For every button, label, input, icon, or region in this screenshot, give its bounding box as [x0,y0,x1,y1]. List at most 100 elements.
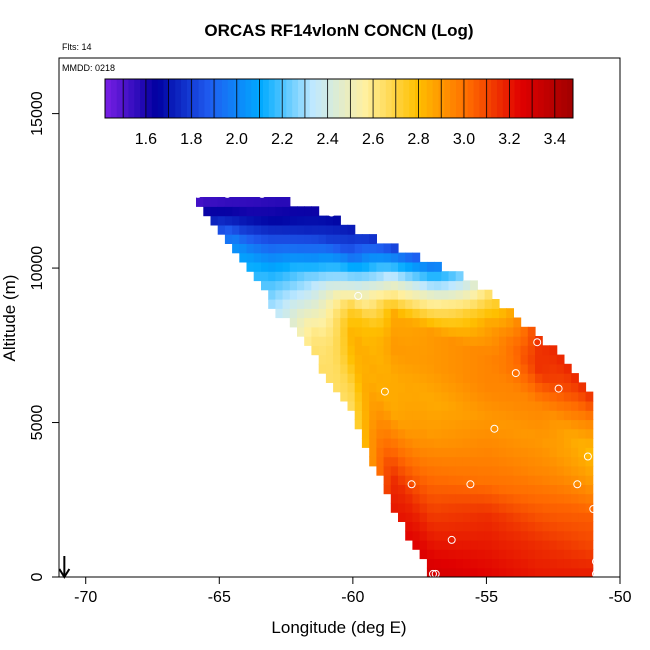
heatmap-cell [491,456,500,467]
heatmap-cell [398,326,406,337]
heatmap-cell [585,539,594,550]
heatmap-cell [311,224,320,235]
heatmap-cell [318,215,327,226]
heatmap-cell [520,447,529,458]
heatmap-cell [549,558,558,569]
heatmap-cell [383,252,392,263]
heatmap-cell [484,539,493,550]
heatmap-cell [390,502,399,513]
heatmap-cell [563,558,572,569]
heatmap-cell [462,419,471,430]
heatmap-cell [369,382,377,393]
heatmap-cell [506,493,514,504]
heatmap-cell [520,558,529,569]
heatmap-cell [455,428,464,439]
x-tick-label: -50 [608,589,631,606]
colorbar-frame [104,78,574,119]
heatmap-cell [369,363,377,374]
heatmap-cell [484,502,493,513]
heatmap-cell [448,447,457,458]
colorbar-segment [403,79,410,118]
heatmap-cell [246,224,255,235]
heatmap-cell [253,261,262,272]
heatmap-cell [275,252,284,263]
heatmap-cell [412,465,421,476]
colorbar-segment [286,79,293,118]
heatmap-cell [462,289,471,300]
heatmap-cell [506,336,514,346]
heatmap-cell [470,447,478,458]
heatmap-cell [376,428,385,439]
heatmap-cell [405,308,413,319]
heatmap-cell [556,493,565,504]
heatmap-cell [311,261,320,272]
heatmap-cell [405,400,413,411]
heatmap-cell [513,539,522,550]
heatmap-cell [434,475,442,485]
heatmap-cell [477,567,486,577]
heatmap-cell [520,502,529,513]
heatmap-cell [441,280,450,291]
heatmap-cell [419,484,428,495]
heatmap-cell [484,438,493,448]
heatmap-cell [398,363,406,374]
heatmap-cell [441,345,450,356]
colorbar-segment [268,79,276,118]
heatmap-cell [311,299,320,309]
heatmap-cell [297,299,305,309]
heatmap-cell [405,484,413,495]
heatmap-cell [347,234,356,244]
heatmap-cell [527,567,536,577]
heatmap-cell [333,234,341,244]
heatmap-cell [419,400,428,411]
heatmap-cell [261,197,269,207]
colorbar-tick-label: 3.2 [498,131,520,148]
heatmap-cell [578,484,587,495]
heatmap-cell [239,224,248,235]
sample-point [583,452,592,461]
heatmap-cell [383,447,392,458]
heatmap-cell [455,502,464,513]
heatmap-cell [340,289,349,300]
heatmap-cell [556,410,565,421]
heatmap-cell [448,336,457,346]
heatmap-cell [549,521,558,532]
heatmap-cell [563,502,572,513]
heatmap-cell [520,363,529,374]
sample-point [490,424,499,433]
heatmap-cell [398,465,406,476]
heatmap-cell [513,521,522,532]
heatmap-cell [419,373,428,383]
heatmap-cell [441,289,450,300]
heatmap-cell [289,224,298,235]
heatmap-cell [426,456,435,467]
sample-point [592,569,600,577]
colorbar-segment [333,79,340,118]
heatmap-cell [412,521,421,532]
heatmap-cell [419,493,428,504]
heatmap-cell [390,465,399,476]
heatmap-cell [297,271,305,282]
heatmap-cell [398,317,406,328]
heatmap-cell [499,345,507,356]
heatmap-cell [477,317,486,328]
heatmap-cell [542,484,551,495]
heatmap-cell [462,373,471,383]
heatmap-cell [282,289,291,300]
heatmap-cell [354,326,363,337]
heatmap-cell [513,391,522,402]
heatmap-cell [506,382,514,393]
heatmap-cell [426,336,435,346]
heatmap-cell [340,391,349,402]
heatmap-cell [462,512,471,522]
heatmap-cell [246,215,255,226]
colorbar-segment [303,79,311,118]
heatmap-cell [477,419,486,430]
heatmap-cell [426,539,435,550]
heatmap-cell [520,539,529,550]
heatmap-cell [542,373,551,383]
heatmap-cell [369,280,377,291]
heatmap-cell [311,234,320,244]
y-axis-label: Altitude (m) [0,275,19,362]
